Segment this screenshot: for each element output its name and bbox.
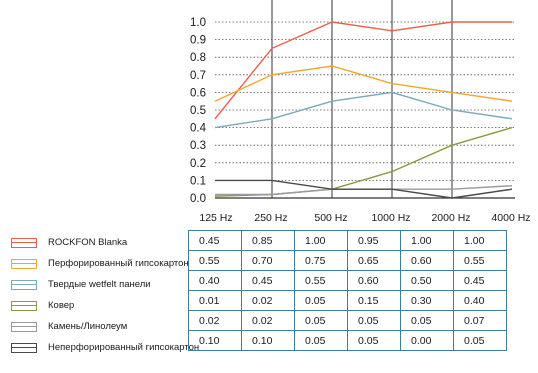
y-tick-label: 1.0 (190, 17, 206, 29)
table-row: 0.55 0.70 0.75 0.65 0.60 0.55 (188, 250, 507, 271)
table-cell: 0.10 (241, 330, 295, 351)
legend-item: Твердые wetfelt панели (0, 275, 190, 297)
y-tick-label: 0.9 (190, 35, 206, 47)
y-tick-label: 0.1 (190, 175, 206, 187)
table-cell: 0.05 (347, 330, 401, 351)
table-cell: 0.02 (241, 290, 295, 311)
table-cell: 0.05 (294, 290, 348, 311)
table-row: 0.45 0.85 1.00 0.95 1.00 1.00 (188, 230, 507, 251)
table-cell: 0.05 (294, 330, 348, 351)
x-tick-label: 2000 Hz (431, 212, 471, 224)
series-line (215, 185, 513, 196)
chart-plot: 0.0 0.1 0.2 0.3 0.4 0.5 0.6 0.7 0.8 0.9 1.0 (190, 0, 515, 205)
table-cell: 0.40 (188, 270, 242, 291)
table-cell: 1.00 (294, 230, 348, 251)
table-cell: 0.50 (400, 270, 454, 291)
legend-swatch (11, 259, 37, 269)
legend-label: Неперфорированный гипсокартон (48, 342, 200, 353)
table-cell: 0.05 (400, 310, 454, 331)
table-cell: 0.02 (188, 310, 242, 331)
x-tick-label: 500 Hz (314, 212, 348, 224)
legend-swatch (11, 301, 37, 311)
y-tick-label: 0.4 (190, 123, 207, 135)
table-cell: 0.10 (188, 330, 242, 351)
y-tick-label: 0.6 (190, 87, 206, 99)
table-row: 0.01 0.02 0.05 0.15 0.30 0.40 (188, 290, 507, 311)
table-cell: 0.02 (241, 310, 295, 331)
y-tick-label: 0.3 (190, 140, 206, 152)
series-line (214, 126, 513, 197)
values-table: 0.45 0.85 1.00 0.95 1.00 1.00 0.55 0.70 0.75 0.65… (188, 230, 507, 351)
table-cell: 0.55 (294, 270, 348, 291)
legend-label: Перфорированный гипсокартон (48, 258, 189, 269)
table-cell: 0.15 (347, 290, 401, 311)
series-line (214, 91, 513, 129)
table-row: 0.02 0.02 0.05 0.05 0.05 0.07 (188, 310, 507, 331)
series-line (214, 21, 512, 120)
table-cell: 0.00 (400, 330, 454, 351)
y-tick-label: 0.0 (190, 193, 206, 205)
y-tick-label: 0.5 (190, 105, 206, 117)
table-cell: 0.45 (453, 270, 507, 291)
legend-label: Твердые wetfelt панели (48, 279, 151, 290)
y-tick-label: 0.2 (190, 158, 206, 170)
table-cell: 0.30 (400, 290, 454, 311)
table-cell: 0.85 (241, 230, 295, 251)
legend-swatch-line (11, 284, 37, 285)
table-cell: 0.60 (400, 250, 454, 271)
table-cell: 0.01 (188, 290, 242, 311)
legend-item: Камень/Линолеум (0, 317, 190, 339)
legend-swatch-line (11, 305, 37, 306)
table-cell: 1.00 (400, 230, 454, 251)
legend-item: Перфорированный гипсокартон (0, 254, 190, 276)
table-cell: 0.05 (453, 330, 507, 351)
series-line (214, 65, 513, 102)
legend-swatch (11, 322, 37, 332)
legend-swatch (11, 280, 37, 290)
legend-label: Камень/Линолеум (48, 321, 128, 332)
table-cell: 0.40 (453, 290, 507, 311)
legend-label: ROCKFON Blanka (48, 237, 128, 248)
legend-swatch (11, 343, 37, 353)
x-tick-label: 4000 Hz (491, 212, 531, 224)
series-line (215, 179, 513, 199)
table-cell: 0.05 (347, 310, 401, 331)
table-cell: 1.00 (453, 230, 507, 251)
y-tick-label: 0.8 (190, 52, 206, 64)
x-tick-label: 1000 Hz (371, 212, 411, 224)
legend-item: Ковер (0, 296, 190, 318)
table-cell: 0.45 (241, 270, 295, 291)
table-row: 0.10 0.10 0.05 0.05 0.00 0.05 (188, 330, 507, 351)
table-cell: 0.65 (347, 250, 401, 271)
x-tick-label: 125 Hz (199, 212, 233, 224)
table-cell: 0.07 (453, 310, 507, 331)
table-cell: 0.95 (347, 230, 401, 251)
x-tick-label: 250 Hz (254, 212, 288, 224)
table-cell: 0.75 (294, 250, 348, 271)
legend-label: Ковер (48, 300, 75, 311)
y-tick-label: 0.7 (190, 70, 206, 82)
table-cell: 0.05 (294, 310, 348, 331)
table-cell: 0.70 (241, 250, 295, 271)
table-cell: 0.55 (188, 250, 242, 271)
legend-swatch-line (11, 347, 37, 348)
table-cell: 0.60 (347, 270, 401, 291)
legend-swatch-line (11, 263, 37, 264)
legend-item: ROCKFON Blanka (0, 233, 190, 255)
legend-swatch-line (11, 326, 37, 327)
legend-swatch-line (11, 242, 37, 243)
legend-item: Неперфорированный гипсокартон (0, 338, 199, 360)
legend-swatch (11, 238, 37, 248)
table-cell: 0.45 (188, 230, 242, 251)
table-row: 0.40 0.45 0.55 0.60 0.50 0.45 (188, 270, 507, 291)
table-cell: 0.55 (453, 250, 507, 271)
